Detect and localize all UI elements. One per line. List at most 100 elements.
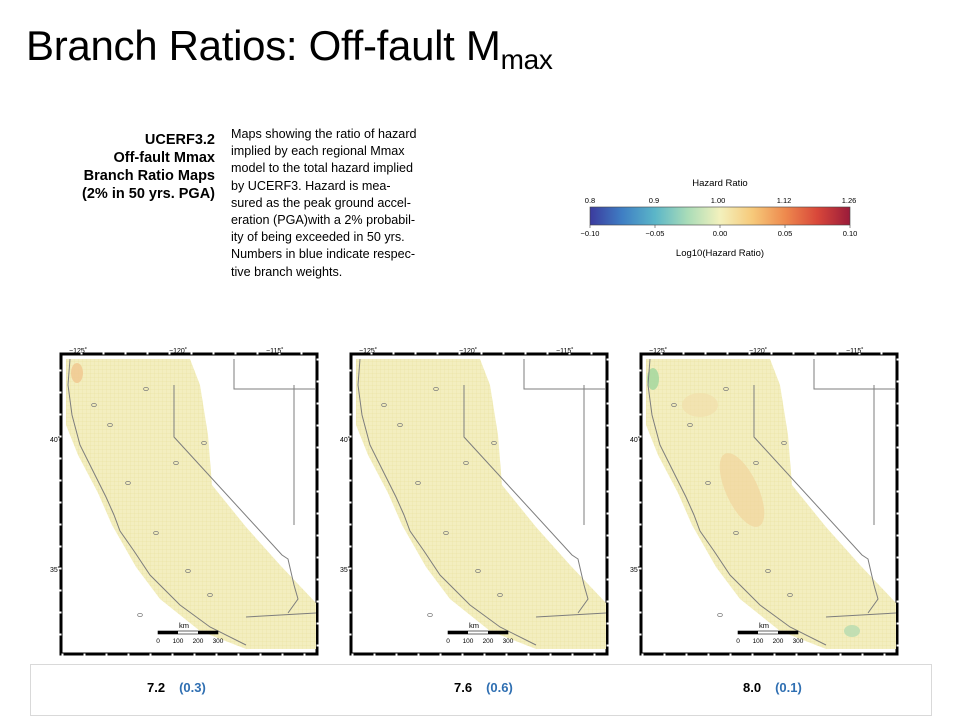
longitude-label: −125˚	[649, 347, 667, 355]
lake-outline	[397, 423, 403, 428]
model-label-line: UCERF3.2	[144, 132, 215, 148]
coastline	[67, 358, 247, 646]
description-text: Maps showing the ratio of hazard implied…	[231, 126, 456, 281]
model-label-line: Branch Ratio Maps	[83, 168, 215, 184]
map-border	[59, 352, 319, 656]
latitude-label: 35˚	[340, 566, 350, 574]
colorbar-bottom-tick: 0.05	[778, 229, 793, 238]
slide-title: Branch Ratios: Off-fault Mmax	[26, 22, 553, 75]
branch-weight: (0.3)	[179, 680, 206, 695]
scale-bar-tick: 300	[793, 638, 804, 645]
longitude-label: −120˚	[169, 347, 187, 355]
model-label-line: Off-fault Mmax	[113, 150, 216, 166]
lake-outline	[143, 387, 149, 392]
colorbar-ramp	[589, 206, 851, 226]
state-boundary	[813, 359, 896, 390]
scale-bar-tick: 100	[463, 638, 474, 645]
colorbar-title: Hazard Ratio	[692, 178, 747, 189]
longitude-label: −115˚	[556, 347, 574, 355]
lake-outline	[433, 387, 439, 392]
colorbar-top-tick: 0.8	[585, 196, 595, 205]
coastline	[647, 358, 827, 646]
branch-weight: (0.1)	[775, 680, 802, 695]
branch-caption: 7.2 (0.3)	[147, 680, 206, 695]
description-line: sured as the peak ground accel-	[231, 195, 411, 210]
longitude-label: −115˚	[846, 347, 864, 355]
lake-outline	[125, 480, 131, 485]
state-boundary	[753, 385, 879, 614]
branch-caption: 7.6 (0.6)	[454, 680, 513, 695]
scale-bar: km 0 100 200 300	[446, 621, 514, 645]
latitude-label: 40˚	[340, 436, 350, 444]
lake-outline	[173, 461, 179, 466]
lake-outline	[207, 592, 213, 597]
state-boundary	[173, 385, 299, 614]
longitude-label: −115˚	[266, 347, 284, 355]
colorbar-bottom-tick: 0.00	[713, 229, 728, 238]
hazard-map: −125˚ −120˚ −115˚ 40˚ 35˚ km 0 100 200 300	[50, 347, 319, 656]
colorbar-axis-label: Log10(Hazard Ratio)	[676, 248, 764, 259]
lake-outline	[91, 403, 97, 408]
hazard-anomaly	[647, 368, 659, 390]
scale-bar-tick: 100	[173, 638, 184, 645]
hazard-anomaly	[844, 625, 860, 637]
lake-outline	[443, 530, 449, 535]
longitude-label: −125˚	[359, 347, 377, 355]
longitude-label: −125˚	[69, 347, 87, 355]
lake-outline	[107, 423, 113, 428]
lake-outline	[753, 461, 759, 466]
lake-outline	[671, 403, 677, 408]
colorbar-top-tick: 1.00	[711, 196, 726, 205]
description-line: ity of being exceeded in 50 yrs.	[231, 230, 405, 245]
lake-outline	[781, 441, 787, 446]
scale-bar-tick: 200	[193, 638, 204, 645]
border-line	[245, 612, 316, 618]
scale-bar-tick: 200	[773, 638, 784, 645]
lake-outline	[137, 612, 143, 617]
hazard-grid-region	[646, 359, 896, 649]
description-line: Maps showing the ratio of hazard	[231, 127, 417, 141]
lake-outline	[497, 592, 503, 597]
slide-title-subscript: max	[500, 44, 553, 75]
latitude-label: 40˚	[630, 436, 640, 444]
lake-outline	[475, 568, 481, 573]
model-label: UCERF3.2 Off-fault Mmax Branch Ratio Map…	[40, 131, 215, 203]
lake-outline	[733, 530, 739, 535]
scale-bar-unit: km	[469, 621, 479, 630]
lake-outline	[201, 441, 207, 446]
description-line: implied by each regional Mmax	[231, 144, 405, 159]
lake-outline	[705, 480, 711, 485]
scale-bar-tick: 300	[503, 638, 514, 645]
lake-outline	[723, 387, 729, 392]
border-line	[535, 612, 606, 618]
lake-outline	[153, 530, 159, 535]
model-label-line: (2% in 50 yrs. PGA)	[82, 186, 215, 202]
colorbar-tick-marks	[589, 225, 851, 228]
scale-bar-unit: km	[759, 621, 769, 630]
map-border	[349, 352, 609, 656]
hazard-anomaly	[71, 363, 83, 383]
hazard-grid-region	[356, 359, 606, 649]
description-line: eration (PGA)with a 2% probabil-	[231, 213, 416, 228]
latitude-label: 35˚	[630, 566, 640, 574]
hazard-grid-region	[66, 359, 316, 649]
lake-outline	[787, 592, 793, 597]
lake-outline	[765, 568, 771, 573]
mmax-value: 8.0	[743, 680, 762, 695]
map-border	[639, 352, 899, 656]
scale-bar: km 0 100 200 300	[156, 621, 224, 645]
branch-caption: 8.0 (0.1)	[743, 680, 802, 695]
lake-outline	[185, 568, 191, 573]
longitude-label: −120˚	[459, 347, 477, 355]
hazard-anomaly	[682, 393, 718, 417]
colorbar-bottom-tick: 0.10	[843, 229, 858, 238]
scale-bar-tick: 0	[736, 638, 740, 645]
scale-bar-tick: 0	[446, 638, 450, 645]
colorbar-top-tick: 1.12	[777, 196, 792, 205]
description-line: by UCERF3. Hazard is mea-	[231, 178, 391, 193]
branch-captions: 7.2 (0.3) 7.6 (0.6) 8.0 (0.1)	[30, 664, 932, 716]
lake-outline	[491, 441, 497, 446]
latitude-label: 40˚	[50, 436, 60, 444]
lake-outline	[687, 423, 693, 428]
scale-bar-unit: km	[179, 621, 189, 630]
